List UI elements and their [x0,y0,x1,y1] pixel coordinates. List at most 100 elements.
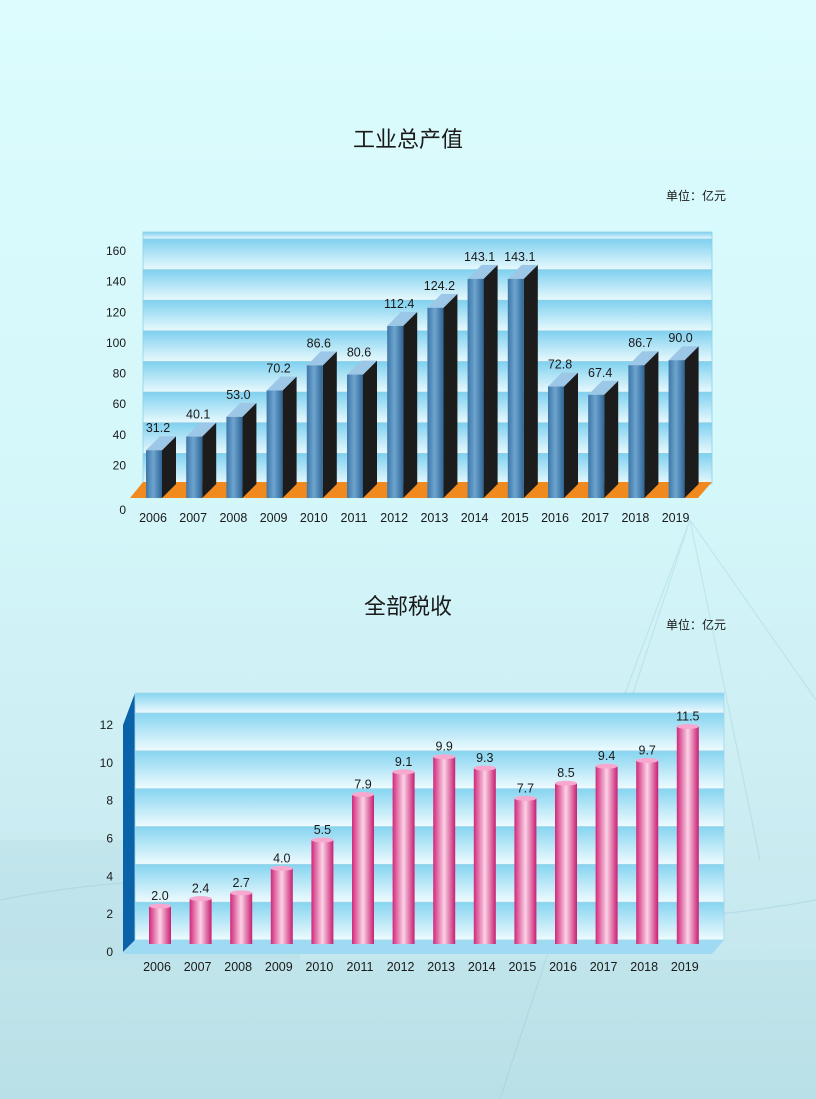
grid-band [134,901,725,941]
bar-side [242,402,257,498]
x-tick-label: 2013 [420,511,448,525]
data-label: 11.5 [676,709,699,723]
bar-top [507,264,538,279]
data-label: 124.2 [424,279,455,293]
bar [352,794,374,944]
x-tick-label: 2012 [380,511,408,525]
x-tick-label: 2007 [184,960,212,974]
bar-cap [392,769,415,775]
data-label: 86.7 [628,336,652,350]
data-label: 112.4 [384,297,414,311]
x-tick-label: 2011 [341,511,368,525]
data-label: 67.4 [588,366,612,380]
bar [387,325,404,498]
grid-band [134,863,725,903]
data-label: 7.9 [354,778,371,792]
x-tick-label: 2010 [305,960,333,974]
chart-title-total-tax: 全部税收 [363,594,452,619]
y-tick-label: 20 [113,458,127,472]
bar-top [266,376,297,391]
y-tick-label: 12 [100,718,114,732]
x-tick-label: 2008 [219,511,247,525]
grid-band [142,231,713,240]
bar-side [162,436,176,498]
bar [230,892,253,944]
x-tick-label: 2019 [662,511,690,525]
bar-cap [149,903,171,909]
bar-top [347,360,377,375]
data-label: 2.4 [192,882,209,896]
bar-cap [352,792,374,798]
bar [392,771,415,944]
data-label: 9.1 [395,755,412,769]
bar-cap [555,780,577,786]
bar [266,390,283,498]
data-label: 2.0 [151,889,168,903]
x-tick-label: 2010 [300,511,328,525]
y-tick-label: 40 [113,428,127,442]
x-tick-label: 2018 [621,511,649,525]
bar-side [322,351,337,498]
bar-cap [311,837,334,843]
bar-side [202,422,217,498]
y-tick-label: 4 [106,869,113,883]
x-tick-label: 2013 [427,960,455,974]
x-tick-label: 2007 [179,511,207,525]
x-tick-label: 2018 [630,960,658,974]
data-label: 40.1 [186,408,210,422]
bar-cap [636,758,659,764]
y-tick-label: 6 [106,832,113,846]
bar-cap [595,763,618,769]
y-tick-label: 100 [106,336,126,350]
grid-band [134,826,725,865]
bar [433,756,456,944]
chart-title-industrial-output: 工业总产值 [352,127,463,152]
bar [507,278,524,498]
bar-top [146,436,176,451]
bar [473,768,496,944]
industrial-output-chart: 0 20 40 60 80 100 120 140 160 31.2 2006 40.1 2007 53.… [106,231,713,525]
x-tick-label: 2011 [347,960,374,974]
side-wall [123,693,135,952]
bar-side [403,311,418,498]
unit-label-industrial-output: 单位：亿元 [666,189,727,203]
bar [149,906,171,944]
bar [427,307,444,498]
data-label: 143.1 [464,250,495,264]
bar-side [483,264,498,498]
data-label: 53.0 [226,388,250,402]
y-tick-label: 120 [106,305,126,319]
grid-band [134,712,725,752]
bar-side [564,372,578,498]
bar [548,386,564,498]
bar [636,760,659,944]
data-label: 90.0 [668,331,692,345]
data-label: 9.4 [598,749,615,763]
x-tick-label: 2017 [590,960,618,974]
bar [555,783,577,944]
x-tick-label: 2014 [468,960,496,974]
data-label: 9.9 [436,740,453,754]
bar-side [644,351,659,498]
x-tick-label: 2019 [671,960,699,974]
chart-floor [123,940,724,954]
bar [668,360,685,498]
data-label: 9.7 [639,744,656,758]
bar [467,278,484,498]
y-tick-label: 80 [113,367,127,381]
x-tick-label: 2015 [508,960,536,974]
bar [146,450,162,498]
data-label: 4.0 [273,851,290,865]
x-tick-label: 2009 [265,960,293,974]
bar-side [604,380,619,498]
y-tick-label: 0 [119,503,126,517]
bar-side [443,293,458,498]
bar [595,766,618,944]
bar-cap [473,765,496,771]
bar [311,839,334,944]
x-tick-label: 2017 [581,511,609,525]
data-label: 8.5 [557,766,574,780]
data-label: 9.3 [476,751,493,765]
bar [514,798,537,944]
x-tick-label: 2009 [260,511,288,525]
